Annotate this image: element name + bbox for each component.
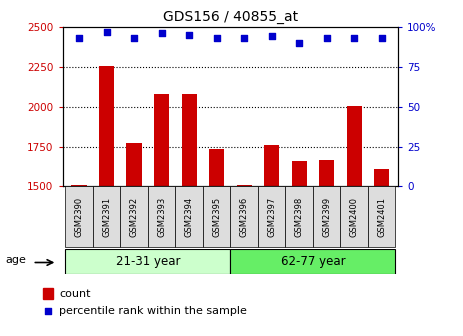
FancyBboxPatch shape [340,186,368,247]
Text: GSM2393: GSM2393 [157,197,166,237]
Point [295,40,303,45]
Point [131,35,138,41]
Text: GSM2400: GSM2400 [350,197,359,237]
Point [185,32,193,38]
FancyBboxPatch shape [148,186,175,247]
Bar [181,94,197,186]
Point [103,29,110,34]
FancyBboxPatch shape [65,186,93,247]
Text: count: count [59,289,91,299]
Bar [154,94,169,186]
Bar [292,161,307,186]
FancyBboxPatch shape [231,186,258,247]
Point [158,31,165,36]
FancyBboxPatch shape [368,186,395,247]
Text: GSM2395: GSM2395 [212,197,221,237]
Bar [126,142,142,186]
FancyBboxPatch shape [313,186,340,247]
Point [213,35,220,41]
Title: GDS156 / 40855_at: GDS156 / 40855_at [163,10,298,25]
Bar [43,288,53,299]
Bar [319,160,334,186]
FancyBboxPatch shape [120,186,148,247]
Text: GSM2399: GSM2399 [322,197,331,237]
FancyBboxPatch shape [65,249,231,274]
Text: GSM2397: GSM2397 [267,197,276,237]
Bar [374,169,389,186]
FancyBboxPatch shape [203,186,231,247]
Point [323,35,330,41]
Text: GSM2390: GSM2390 [75,197,83,237]
FancyBboxPatch shape [231,249,395,274]
Bar [209,149,224,186]
Bar [99,66,114,186]
Point [350,35,358,41]
Bar [237,185,252,186]
Text: GSM2392: GSM2392 [130,197,138,237]
Text: GSM2394: GSM2394 [185,197,194,237]
Text: 21-31 year: 21-31 year [116,255,180,268]
Text: GSM2401: GSM2401 [377,197,386,237]
Text: GSM2398: GSM2398 [294,197,304,237]
Point [268,34,275,39]
Point [240,35,248,41]
FancyBboxPatch shape [93,186,120,247]
Text: GSM2391: GSM2391 [102,197,111,237]
Text: age: age [5,255,26,265]
Bar [347,106,362,186]
Bar [71,185,87,186]
Bar [264,145,279,186]
FancyBboxPatch shape [258,186,285,247]
Point [44,309,52,314]
Text: GSM2396: GSM2396 [239,197,249,237]
FancyBboxPatch shape [285,186,313,247]
Point [378,35,385,41]
FancyBboxPatch shape [175,186,203,247]
Text: percentile rank within the sample: percentile rank within the sample [59,306,247,317]
Text: 62-77 year: 62-77 year [281,255,345,268]
Point [75,35,83,41]
